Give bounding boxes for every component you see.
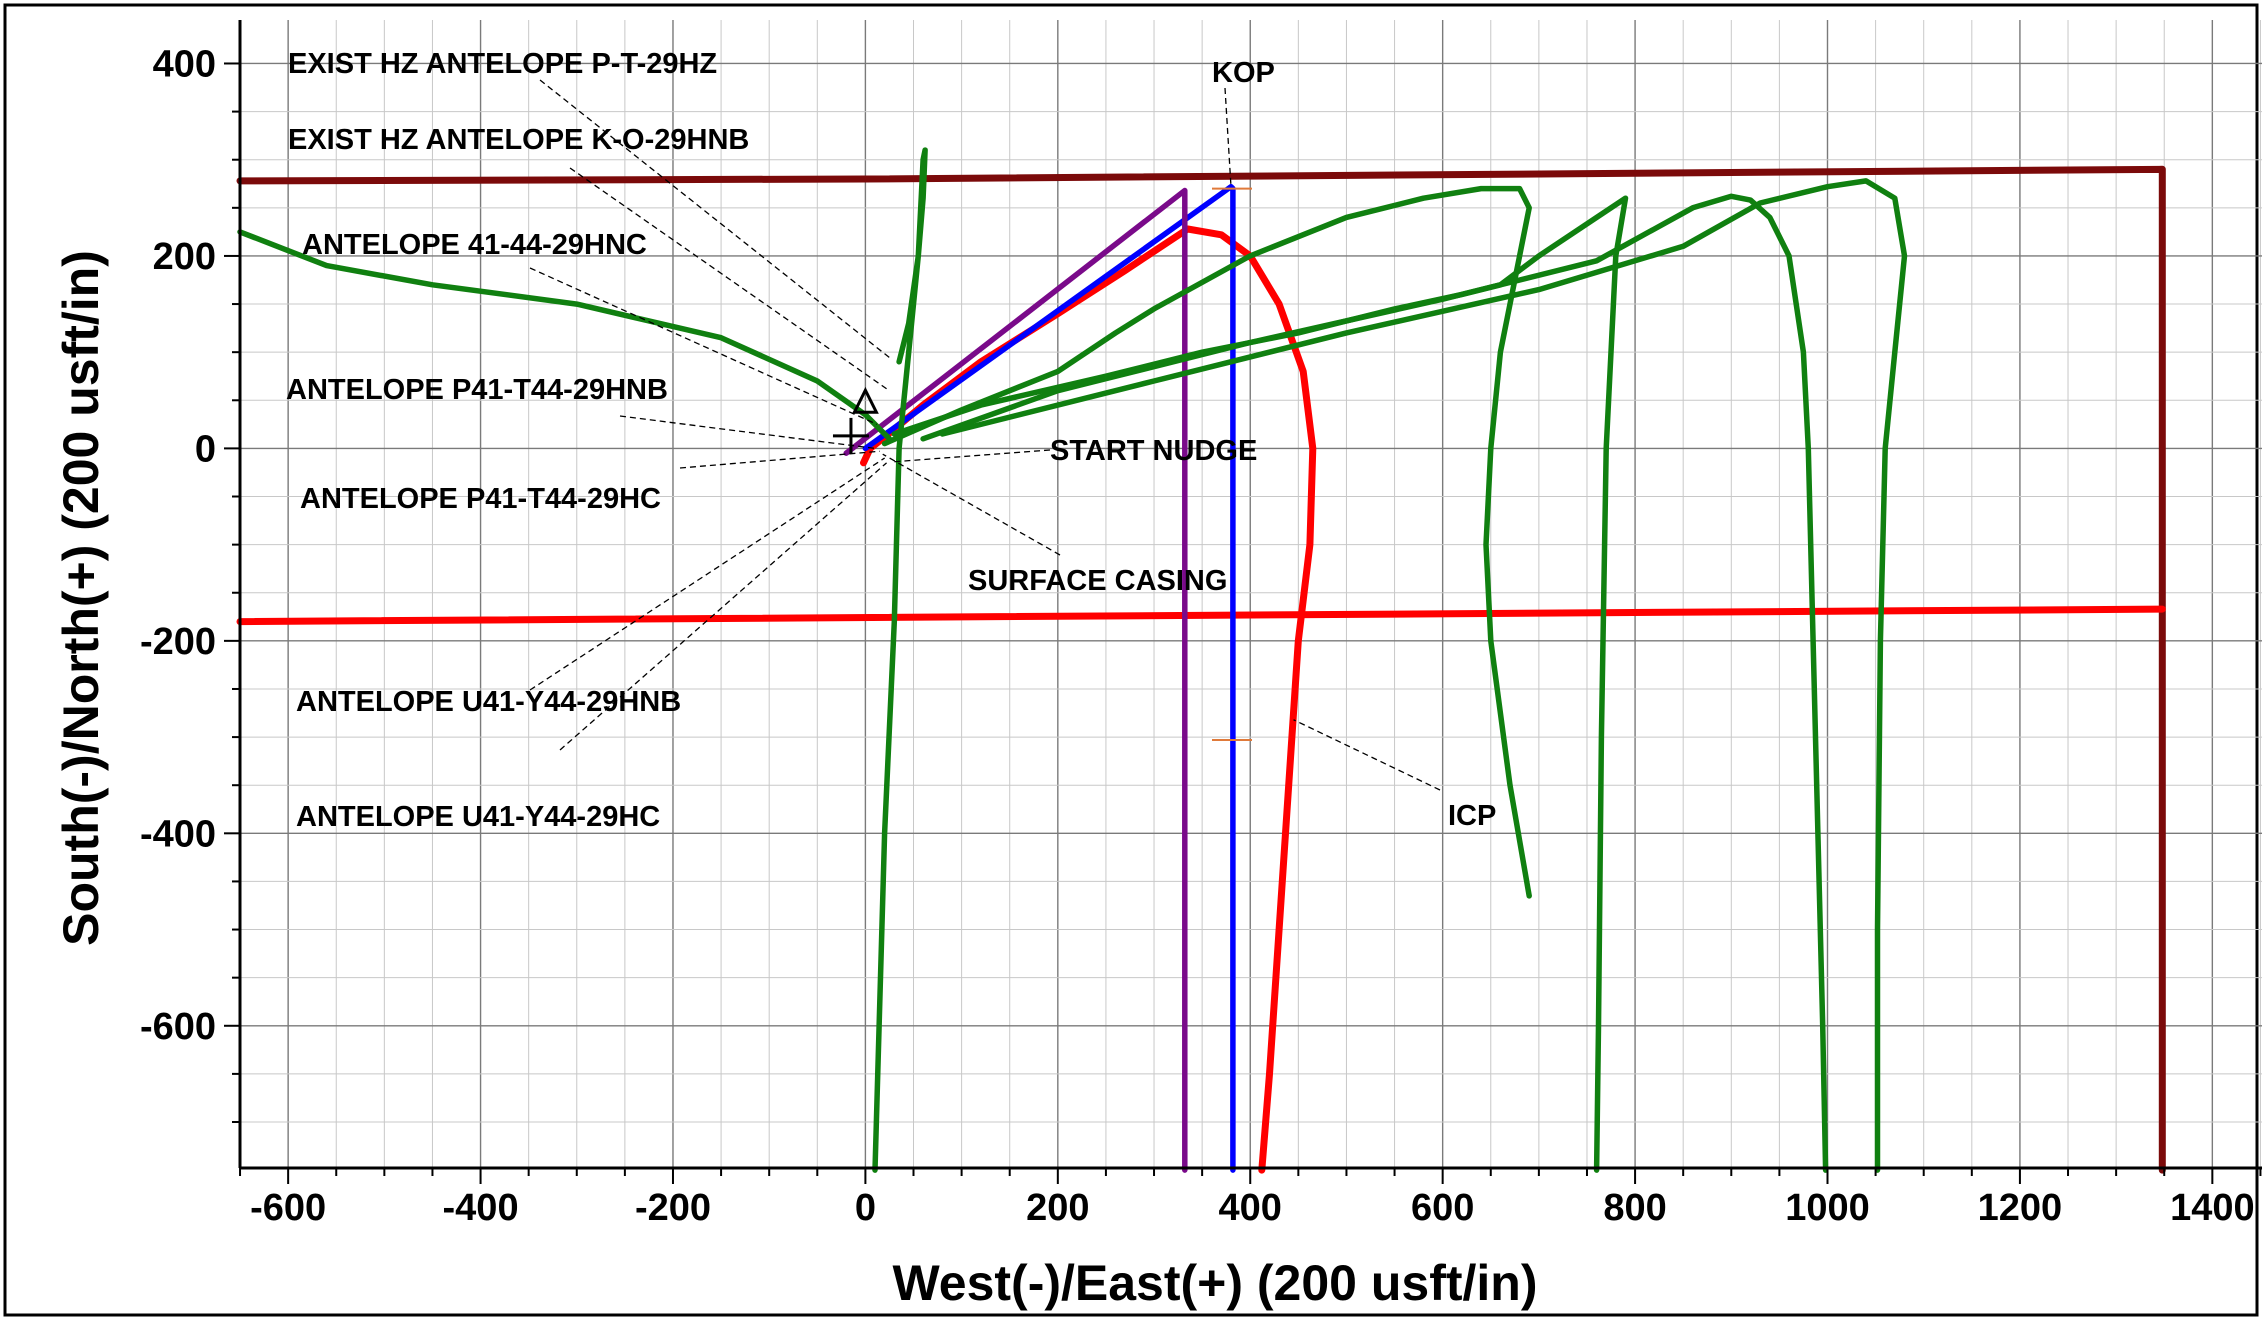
annotation-label: SURFACE CASING: [968, 565, 1227, 597]
series-layer: [236, 147, 2166, 1174]
annotation-leader: [529, 267, 878, 425]
series-line-1: [236, 605, 2166, 626]
annotation-label: ANTELOPE 41-44-29HNC: [302, 229, 647, 261]
annotation-leader: [1224, 87, 1232, 187]
annotation-label: KOP: [1212, 57, 1275, 89]
x-tick-label: 400: [1219, 1187, 1282, 1229]
x-tick-label: 0: [855, 1187, 876, 1229]
y-tick-label: -600: [140, 1006, 216, 1048]
series-line-10: [939, 178, 1908, 1173]
annotation-label: ANTELOPE U41-Y44-29HC: [296, 801, 660, 833]
annotation-leader: [539, 79, 893, 361]
series-line-7: [881, 185, 1532, 899]
series-line-9: [920, 193, 1829, 1173]
annotation-leader: [569, 167, 887, 390]
annotation-leader: [619, 415, 876, 450]
x-tick-label: 600: [1411, 1187, 1474, 1229]
annotation-leader: [559, 462, 887, 751]
y-tick-label: 400: [153, 43, 216, 85]
annotation-label: EXIST HZ ANTELOPE K-O-29HNB: [288, 124, 749, 156]
annotation-leader: [679, 450, 880, 469]
y-axis-title: South(-)/North(+) (200 usft/in): [53, 250, 109, 946]
series-line-4: [843, 187, 1188, 1173]
series-line-0: [236, 165, 2166, 1174]
annotation-label: ANTELOPE U41-Y44-29HNB: [296, 686, 681, 718]
annotation-leader: [892, 449, 1051, 463]
x-tick-label: -400: [443, 1187, 519, 1229]
annotation-label: EXIST HZ ANTELOPE P-T-29HZ: [288, 48, 717, 80]
x-axis-title: West(-)/East(+) (200 usft/in): [893, 1255, 1538, 1311]
marker-layer: [832, 187, 1252, 741]
x-tick-label: 1200: [1978, 1187, 2063, 1229]
y-tick-label: -400: [140, 813, 216, 855]
annotation-leader: [882, 453, 1061, 556]
annotation-label: ICP: [1448, 800, 1496, 832]
x-tick-label: -600: [250, 1187, 326, 1229]
x-tick-label: 1400: [2170, 1187, 2255, 1229]
series-line-5: [237, 229, 893, 442]
chart-frame: [3, 3, 2259, 1317]
leader-layer: [529, 79, 1441, 791]
x-tick-label: -200: [635, 1187, 711, 1229]
y-tick-label: 0: [195, 428, 216, 470]
y-tick-label: 200: [153, 236, 216, 278]
annotation-leader: [1293, 719, 1441, 791]
annotation-label: START NUDGE: [1050, 435, 1257, 467]
x-tick-label: 1000: [1785, 1187, 1870, 1229]
x-tick-label: 800: [1603, 1187, 1666, 1229]
annotation-layer: EXIST HZ ANTELOPE P-T-29HZ EXIST HZ ANTEL…: [286, 48, 1496, 833]
y-tick-label: -200: [140, 621, 216, 663]
series-line-6: [872, 147, 928, 1173]
annotation-leader: [529, 457, 885, 691]
annotation-label: ANTELOPE P41-T44-29HNB: [286, 374, 668, 406]
x-tick-label: 200: [1026, 1187, 1089, 1229]
well-marker-triangle: [851, 386, 879, 414]
axes: -600 -400 -200 0 200 400 600 800 1000 1200 1400 400…: [140, 20, 2262, 1229]
annotation-label: ANTELOPE P41-T44-29HC: [300, 483, 661, 515]
